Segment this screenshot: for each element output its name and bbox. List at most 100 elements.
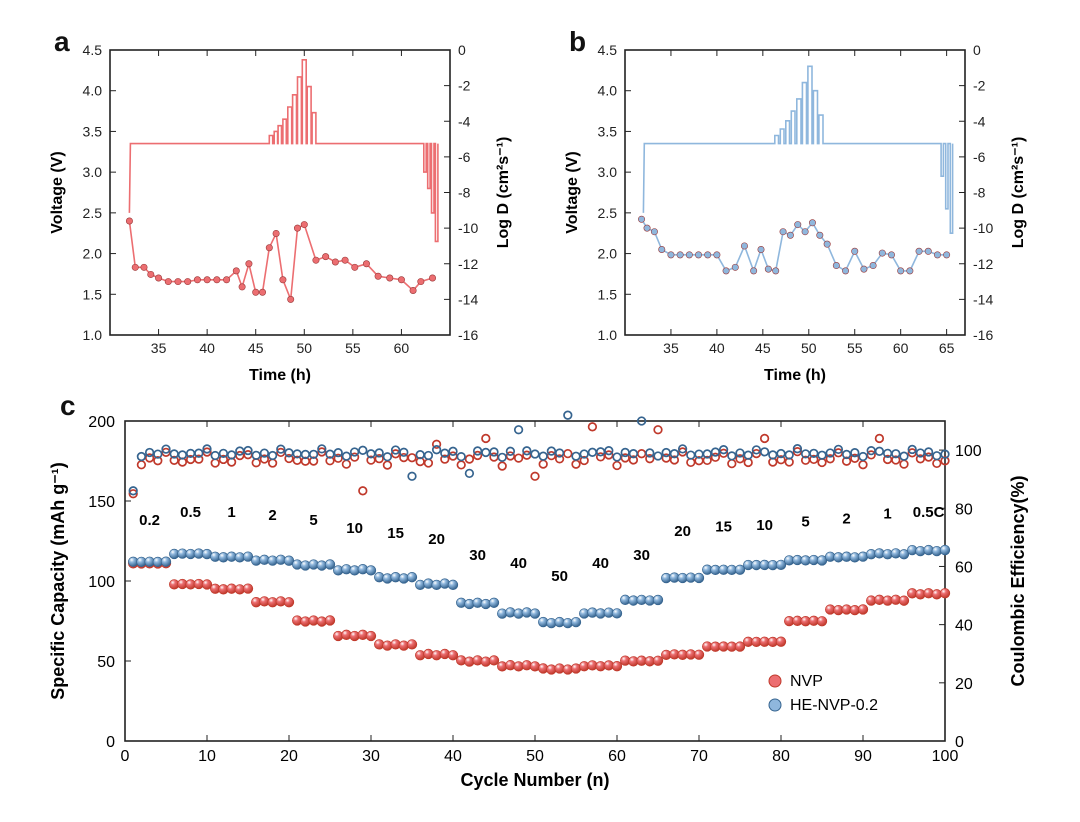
svg-text:-6: -6 [973,149,986,165]
svg-text:Specific Capacity (mAh g⁻¹): Specific Capacity (mAh g⁻¹) [48,462,68,700]
svg-text:20: 20 [280,748,298,765]
svg-text:50: 50 [526,748,544,765]
top-row: a 35 40 45 50 55 60 1.0 1.5 2.0 2.5 3.0 3.5 4.0 4.5 0 -… [40,20,1040,390]
svg-text:0: 0 [955,734,964,751]
svg-text:35: 35 [663,340,679,356]
svg-text:4.5: 4.5 [598,42,618,58]
svg-text:-10: -10 [973,220,993,236]
svg-text:0: 0 [106,734,115,751]
svg-text:-14: -14 [973,291,993,307]
svg-text:-2: -2 [458,78,471,94]
svg-text:80: 80 [772,748,790,765]
svg-text:30: 30 [469,547,486,564]
svg-text:Voltage (V): Voltage (V) [564,151,581,233]
svg-text:30: 30 [633,547,650,564]
svg-text:45: 45 [755,340,771,356]
panel-a-wrap: a 3540455055601.01.52.02.53.03.54.04.50-… [40,20,525,390]
svg-text:50: 50 [97,654,115,671]
svg-text:55: 55 [847,340,863,356]
svg-text:55: 55 [345,340,361,356]
svg-text:2: 2 [268,507,276,524]
svg-text:4.5: 4.5 [83,42,103,58]
svg-text:10: 10 [198,748,216,765]
svg-text:200: 200 [88,414,115,431]
svg-text:-4: -4 [458,113,471,129]
svg-text:4.0: 4.0 [598,83,618,99]
svg-text:50: 50 [801,340,817,356]
svg-text:-14: -14 [458,291,478,307]
svg-text:-6: -6 [458,149,471,165]
svg-text:5: 5 [309,512,317,529]
svg-text:35: 35 [151,340,167,356]
svg-text:-12: -12 [973,256,993,272]
svg-text:5: 5 [801,514,809,531]
svg-text:Voltage (V): Voltage (V) [49,151,66,233]
svg-text:40: 40 [444,748,462,765]
svg-text:3.0: 3.0 [598,164,618,180]
svg-text:0.2: 0.2 [139,512,160,529]
svg-text:0: 0 [458,42,466,58]
svg-text:1.5: 1.5 [83,286,103,302]
panel-a-chart: 3540455055601.01.52.02.53.03.54.04.50-2-… [40,20,520,390]
svg-text:2.5: 2.5 [83,205,103,221]
svg-text:Cycle Number (n): Cycle Number (n) [460,770,609,790]
panel-c-chart: 0102030405060708090100050100150200020406… [40,396,1040,796]
svg-text:40: 40 [592,555,609,572]
svg-text:Log D (cm²s⁻¹): Log D (cm²s⁻¹) [495,137,512,249]
svg-text:-8: -8 [973,185,986,201]
svg-text:1: 1 [227,504,235,521]
figure-container: a 3540455055601.01.52.02.53.03.54.04.50-… [0,0,1080,822]
panel-b-label: b [569,26,586,58]
svg-text:NVP: NVP [790,673,823,690]
svg-text:1.5: 1.5 [598,286,618,302]
svg-text:100: 100 [955,443,982,460]
svg-text:-16: -16 [458,327,478,343]
svg-text:3.5: 3.5 [83,123,103,139]
svg-text:50: 50 [296,340,312,356]
svg-text:40: 40 [709,340,725,356]
svg-text:90: 90 [854,748,872,765]
svg-text:-8: -8 [458,185,471,201]
svg-text:2.5: 2.5 [598,205,618,221]
svg-text:65: 65 [939,340,955,356]
svg-text:20: 20 [955,676,973,693]
svg-text:60: 60 [394,340,410,356]
svg-text:3.5: 3.5 [598,123,618,139]
bottom-row: c 01020304050607080901000501001502000204… [40,396,1040,796]
svg-text:0.5C: 0.5C [913,504,945,521]
svg-text:Log D (cm²s⁻¹): Log D (cm²s⁻¹) [1010,137,1027,249]
svg-text:15: 15 [387,525,404,542]
panel-a-label: a [54,26,70,58]
svg-text:40: 40 [199,340,215,356]
svg-text:2: 2 [842,510,850,527]
svg-text:20: 20 [428,531,445,548]
svg-text:HE-NVP-0.2: HE-NVP-0.2 [790,697,878,714]
svg-text:2.0: 2.0 [598,246,618,262]
svg-text:Time (h): Time (h) [249,367,311,384]
svg-text:70: 70 [690,748,708,765]
svg-text:40: 40 [510,555,527,572]
svg-text:60: 60 [608,748,626,765]
svg-text:10: 10 [756,517,773,534]
svg-text:-16: -16 [973,327,993,343]
svg-text:-10: -10 [458,220,478,236]
svg-text:0.5: 0.5 [180,504,201,521]
svg-text:-2: -2 [973,78,986,94]
svg-text:60: 60 [955,559,973,576]
svg-text:40: 40 [955,618,973,635]
svg-text:3.0: 3.0 [83,164,103,180]
svg-text:Time (h): Time (h) [764,367,826,384]
svg-text:4.0: 4.0 [83,83,103,99]
svg-text:150: 150 [88,494,115,511]
svg-text:1.0: 1.0 [598,327,618,343]
svg-text:2.0: 2.0 [83,246,103,262]
svg-text:1: 1 [883,506,891,523]
svg-text:-12: -12 [458,256,478,272]
panel-b-wrap: b 354045505560651.01.52.02.53.03.54.04.5… [555,20,1040,390]
svg-text:0: 0 [121,748,130,765]
panel-b-chart: 354045505560651.01.52.02.53.03.54.04.50-… [555,20,1035,390]
svg-text:10: 10 [346,520,363,537]
svg-text:-4: -4 [973,113,986,129]
svg-text:Coulombic Efficiency(%): Coulombic Efficiency(%) [1008,475,1028,686]
svg-text:0: 0 [973,42,981,58]
